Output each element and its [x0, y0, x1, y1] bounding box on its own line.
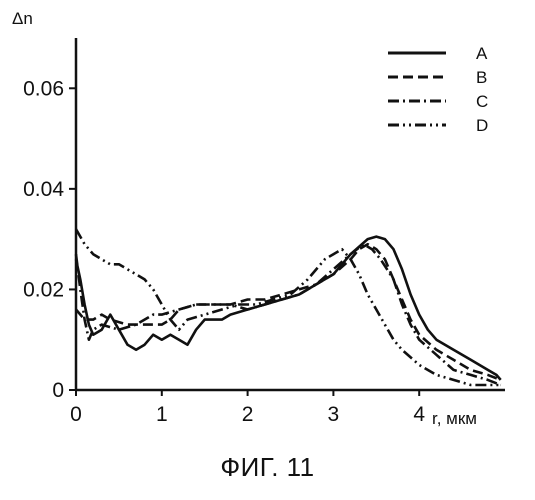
legend-label-c: C — [476, 92, 488, 111]
x-tick-label: 4 — [413, 403, 425, 426]
chart-legend: ABCD — [388, 44, 488, 135]
y-tick-label: 0 — [52, 379, 64, 402]
y-tick-label: 0.02 — [23, 278, 64, 301]
series-line-b — [76, 244, 501, 380]
x-tick-label: 2 — [242, 403, 254, 426]
legend-label-d: D — [476, 116, 488, 135]
x-tick-label: 3 — [328, 403, 340, 426]
figure-caption: ФИГ. 11 — [0, 452, 535, 483]
x-tick-label: 1 — [156, 403, 168, 426]
series-line-a — [76, 237, 501, 380]
y-tick-label: 0.04 — [23, 178, 64, 201]
legend-label-a: A — [476, 44, 488, 63]
y-tick-label: 0.06 — [23, 77, 64, 100]
x-axis-label: r, мкм — [432, 409, 477, 428]
x-tick-label: 0 — [70, 403, 82, 426]
series-line-c — [76, 244, 501, 385]
series-line-d — [76, 229, 501, 385]
y-axis-label: Δn — [12, 9, 33, 28]
chart-axes: 0 1 2 3 4 0 0.02 0.04 0.06 Δn r, мкм — [12, 9, 505, 428]
legend-label-b: B — [476, 68, 487, 87]
chart-series-lines — [76, 229, 501, 385]
